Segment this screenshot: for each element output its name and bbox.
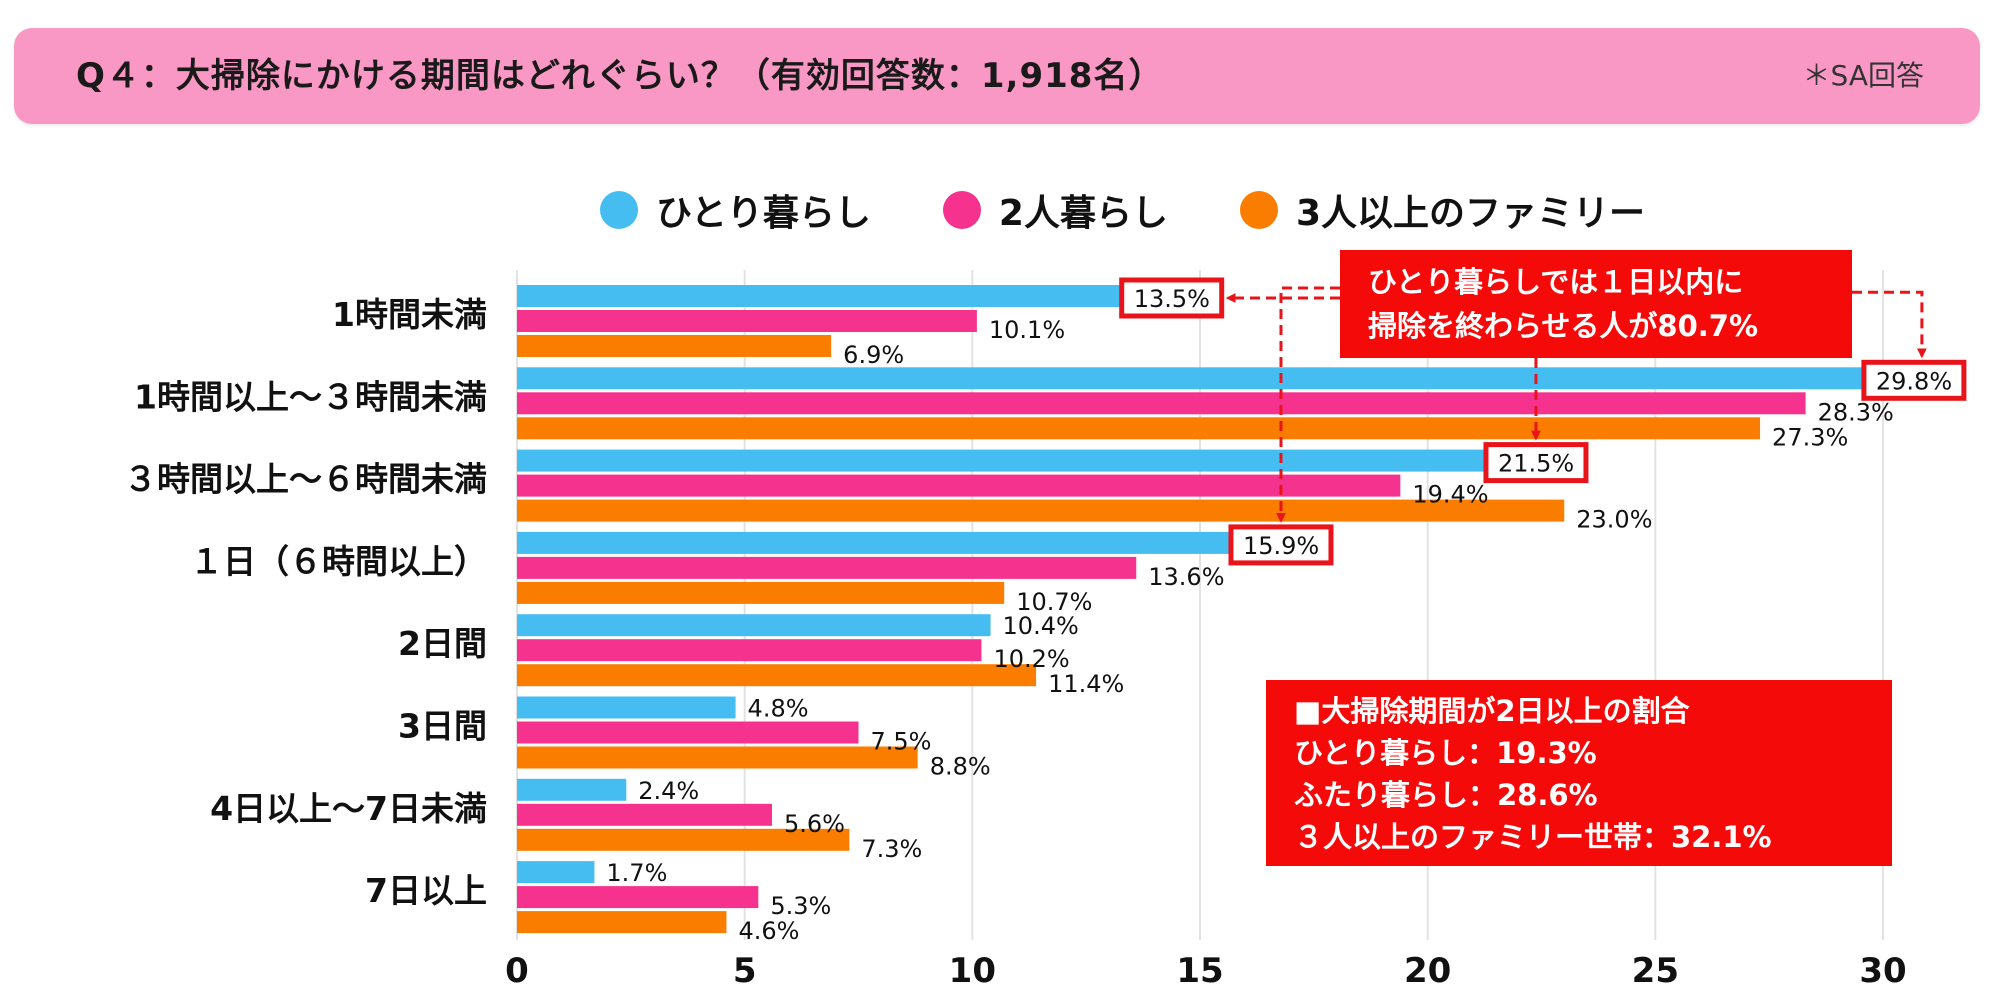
- category-label: 7日以上: [365, 871, 487, 910]
- bar: [517, 911, 727, 934]
- value-label: 19.4%: [1412, 481, 1488, 509]
- highlight-box: [1483, 442, 1589, 484]
- chart-legend: ひとり暮らし 2人暮らし 3人以上のファミリー: [600, 180, 1717, 240]
- category-label: ３時間以上～６時間未満: [124, 460, 487, 499]
- highlight-box: [1228, 524, 1334, 566]
- value-label: 11.4%: [1048, 670, 1124, 698]
- bars: [517, 285, 1874, 934]
- category-label: 3日間: [398, 707, 487, 746]
- value-label: 1.7%: [606, 859, 667, 887]
- x-tick-label: 20: [1404, 951, 1451, 991]
- value-label: 8.8%: [930, 753, 991, 781]
- value-label: 4.6%: [738, 917, 799, 945]
- callout-line: ３人以上のファミリー世帯：32.1%: [1294, 820, 1772, 854]
- callout-line: ひとり暮らしでは１日以内に: [1368, 265, 1744, 299]
- x-tick-label: 10: [949, 951, 996, 991]
- value-label: 28.3%: [1818, 398, 1894, 426]
- value-label: 5.6%: [784, 810, 845, 838]
- value-label: 10.7%: [1016, 588, 1092, 616]
- legend-item-single: ひとり暮らし: [600, 184, 871, 236]
- x-tick-label: 0: [505, 951, 529, 991]
- bar: [517, 285, 1132, 307]
- bar: [517, 499, 1565, 522]
- bar: [517, 746, 918, 769]
- category-label: 4日以上～7日未満: [210, 789, 487, 828]
- bar: [517, 861, 595, 884]
- bar: [517, 664, 1037, 687]
- value-label: 15.9%: [1243, 532, 1319, 560]
- value-label: 10.2%: [993, 645, 1069, 673]
- legend-dot-icon: [600, 191, 638, 229]
- bar: [517, 721, 859, 744]
- legend-label: ひとり暮らし: [656, 193, 871, 234]
- value-label: 27.3%: [1772, 423, 1848, 451]
- question-header: Q４：大掃除にかける期間はどれぐらい？（有効回答数：1,918名） ＊SA回答: [14, 28, 1980, 124]
- bar: [517, 581, 1005, 604]
- legend-item-family: 3人以上のファミリー: [1239, 184, 1646, 236]
- bar: [517, 803, 772, 826]
- category-label: 2日間: [398, 624, 487, 663]
- callout-line: ふたり暮らし：28.6%: [1294, 778, 1598, 812]
- legend-dot-icon: [942, 191, 981, 229]
- dashed-arrow: [1275, 286, 1340, 523]
- x-tick-label: 30: [1859, 951, 1906, 991]
- value-label: 13.5%: [1134, 285, 1210, 313]
- x-tick-label: 15: [1176, 951, 1223, 991]
- bar: [517, 335, 832, 357]
- bar: [517, 696, 736, 719]
- bar: [517, 614, 991, 637]
- value-label: 6.9%: [843, 341, 904, 369]
- value-labels: 13.5% 10.1% 6.9% 29.8% 28.3%27.3% 21.5% 19.4% 2…: [606, 277, 1967, 945]
- value-label: 29.8%: [1876, 367, 1952, 395]
- highlight-box: [1861, 359, 1967, 401]
- callout-arrows: [1225, 286, 1927, 523]
- value-label: 23.0%: [1576, 506, 1652, 534]
- callout-two-days-or-more: ■大掃除期間が2日以上の割合 ひとり暮らし：19.3% ふたり暮らし：28.6%…: [1266, 680, 1892, 866]
- bar: [517, 310, 977, 332]
- callout-line: 掃除を終わらせる人が80.7%: [1368, 309, 1759, 343]
- category-label: 1時間未満: [332, 295, 487, 334]
- bar: [517, 417, 1761, 440]
- value-label: 5.3%: [770, 892, 831, 920]
- question-title: Q４：大掃除にかける期間はどれぐらい？（有効回答数：1,918名）: [76, 56, 1164, 96]
- bar: [517, 556, 1137, 579]
- category-labels: 1時間未満 1時間以上～３時間未満 ３時間以上～６時間未満 １日（６時間以上） 2日間 3…: [124, 295, 487, 910]
- dashed-arrow: [1852, 290, 1927, 359]
- category-label: 1時間以上～３時間未満: [134, 377, 487, 416]
- answer-type-note: ＊SA回答: [1802, 59, 1924, 92]
- bar: [517, 531, 1241, 554]
- legend-label: 2人暮らし: [998, 193, 1168, 234]
- callout-within-one-day: ひとり暮らしでは１日以内に 掃除を終わらせる人が80.7%: [1340, 250, 1852, 358]
- value-label: 13.6%: [1148, 563, 1224, 591]
- legend-item-couple: 2人暮らし: [942, 184, 1168, 236]
- bar: [517, 828, 850, 851]
- bar: [517, 639, 982, 662]
- value-label: 2.4%: [638, 777, 699, 805]
- value-label: 7.3%: [861, 835, 922, 863]
- value-label: 21.5%: [1498, 450, 1574, 478]
- x-tick-label: 25: [1632, 951, 1679, 991]
- bar: [517, 367, 1874, 390]
- value-label: 10.4%: [1003, 612, 1079, 640]
- x-tick-label: 5: [733, 951, 757, 991]
- bar: [517, 778, 627, 801]
- value-label: 10.1%: [989, 316, 1065, 344]
- legend-dot-icon: [1239, 191, 1278, 229]
- callout-line: ■大掃除期間が2日以上の割合: [1294, 694, 1690, 728]
- bar: [517, 449, 1496, 472]
- x-axis-ticks: 0 5 10 15 20 25 30: [505, 951, 1907, 991]
- bar: [517, 392, 1806, 415]
- bar: [517, 886, 759, 909]
- category-label: １日（６時間以上）: [190, 542, 487, 581]
- value-label: 7.5%: [871, 728, 932, 756]
- highlight-box: [1119, 277, 1225, 319]
- value-label: 4.8%: [748, 695, 809, 723]
- bar: [517, 474, 1401, 497]
- callout-line: ひとり暮らし：19.3%: [1294, 736, 1597, 770]
- legend-label: 3人以上のファミリー: [1295, 193, 1646, 234]
